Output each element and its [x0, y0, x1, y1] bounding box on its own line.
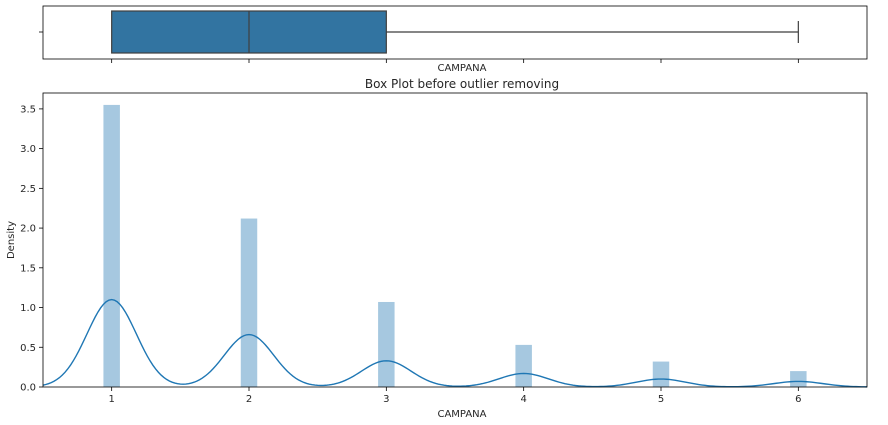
x-tick-label: 6 [795, 394, 801, 405]
y-tick-label: 0.5 [20, 343, 36, 354]
histogram-xlabel: CAMPANA [437, 409, 486, 420]
x-tick-label: 3 [383, 394, 389, 405]
y-tick-label: 0.0 [20, 383, 36, 394]
histogram-bar [652, 361, 670, 387]
box-plot-xlabel: CAMPANA [437, 63, 486, 74]
histogram-bar [103, 104, 120, 388]
chart-title: Box Plot before outlier removing [365, 77, 559, 91]
histogram-x-ticks: 1 2 3 4 5 6 [108, 387, 802, 405]
x-tick-label: 4 [520, 394, 526, 405]
histogram-bar [378, 301, 395, 387]
histogram-frame [42, 92, 868, 388]
histogram-ylabel: Density [6, 221, 17, 259]
y-tick-label: 2.0 [20, 224, 36, 235]
y-tick-label: 3.0 [20, 144, 36, 155]
x-tick-label: 1 [108, 394, 114, 405]
box-plot-panel: CAMPANA [39, 5, 868, 74]
y-tick-label: 1.5 [20, 263, 36, 274]
histogram-bars [103, 104, 807, 388]
histogram-bar [240, 218, 258, 387]
histogram-bar [790, 371, 807, 387]
box-plot-frame [42, 5, 868, 60]
histogram-bar [515, 344, 532, 387]
y-tick-label: 3.5 [20, 104, 36, 115]
box-plot-x-ticks [111, 59, 799, 63]
x-tick-label: 5 [658, 394, 664, 405]
x-tick-label: 2 [246, 394, 252, 405]
y-tick-label: 2.5 [20, 184, 36, 195]
kde-curve [42, 298, 868, 388]
histogram-panel: Box Plot before outlier removing 0.0 0.5 1… [6, 77, 868, 420]
y-tick-label: 1.0 [20, 303, 36, 314]
histogram-y-ticks: 0.0 0.5 1.0 1.5 2.0 2.5 3.0 3.5 [20, 104, 43, 394]
